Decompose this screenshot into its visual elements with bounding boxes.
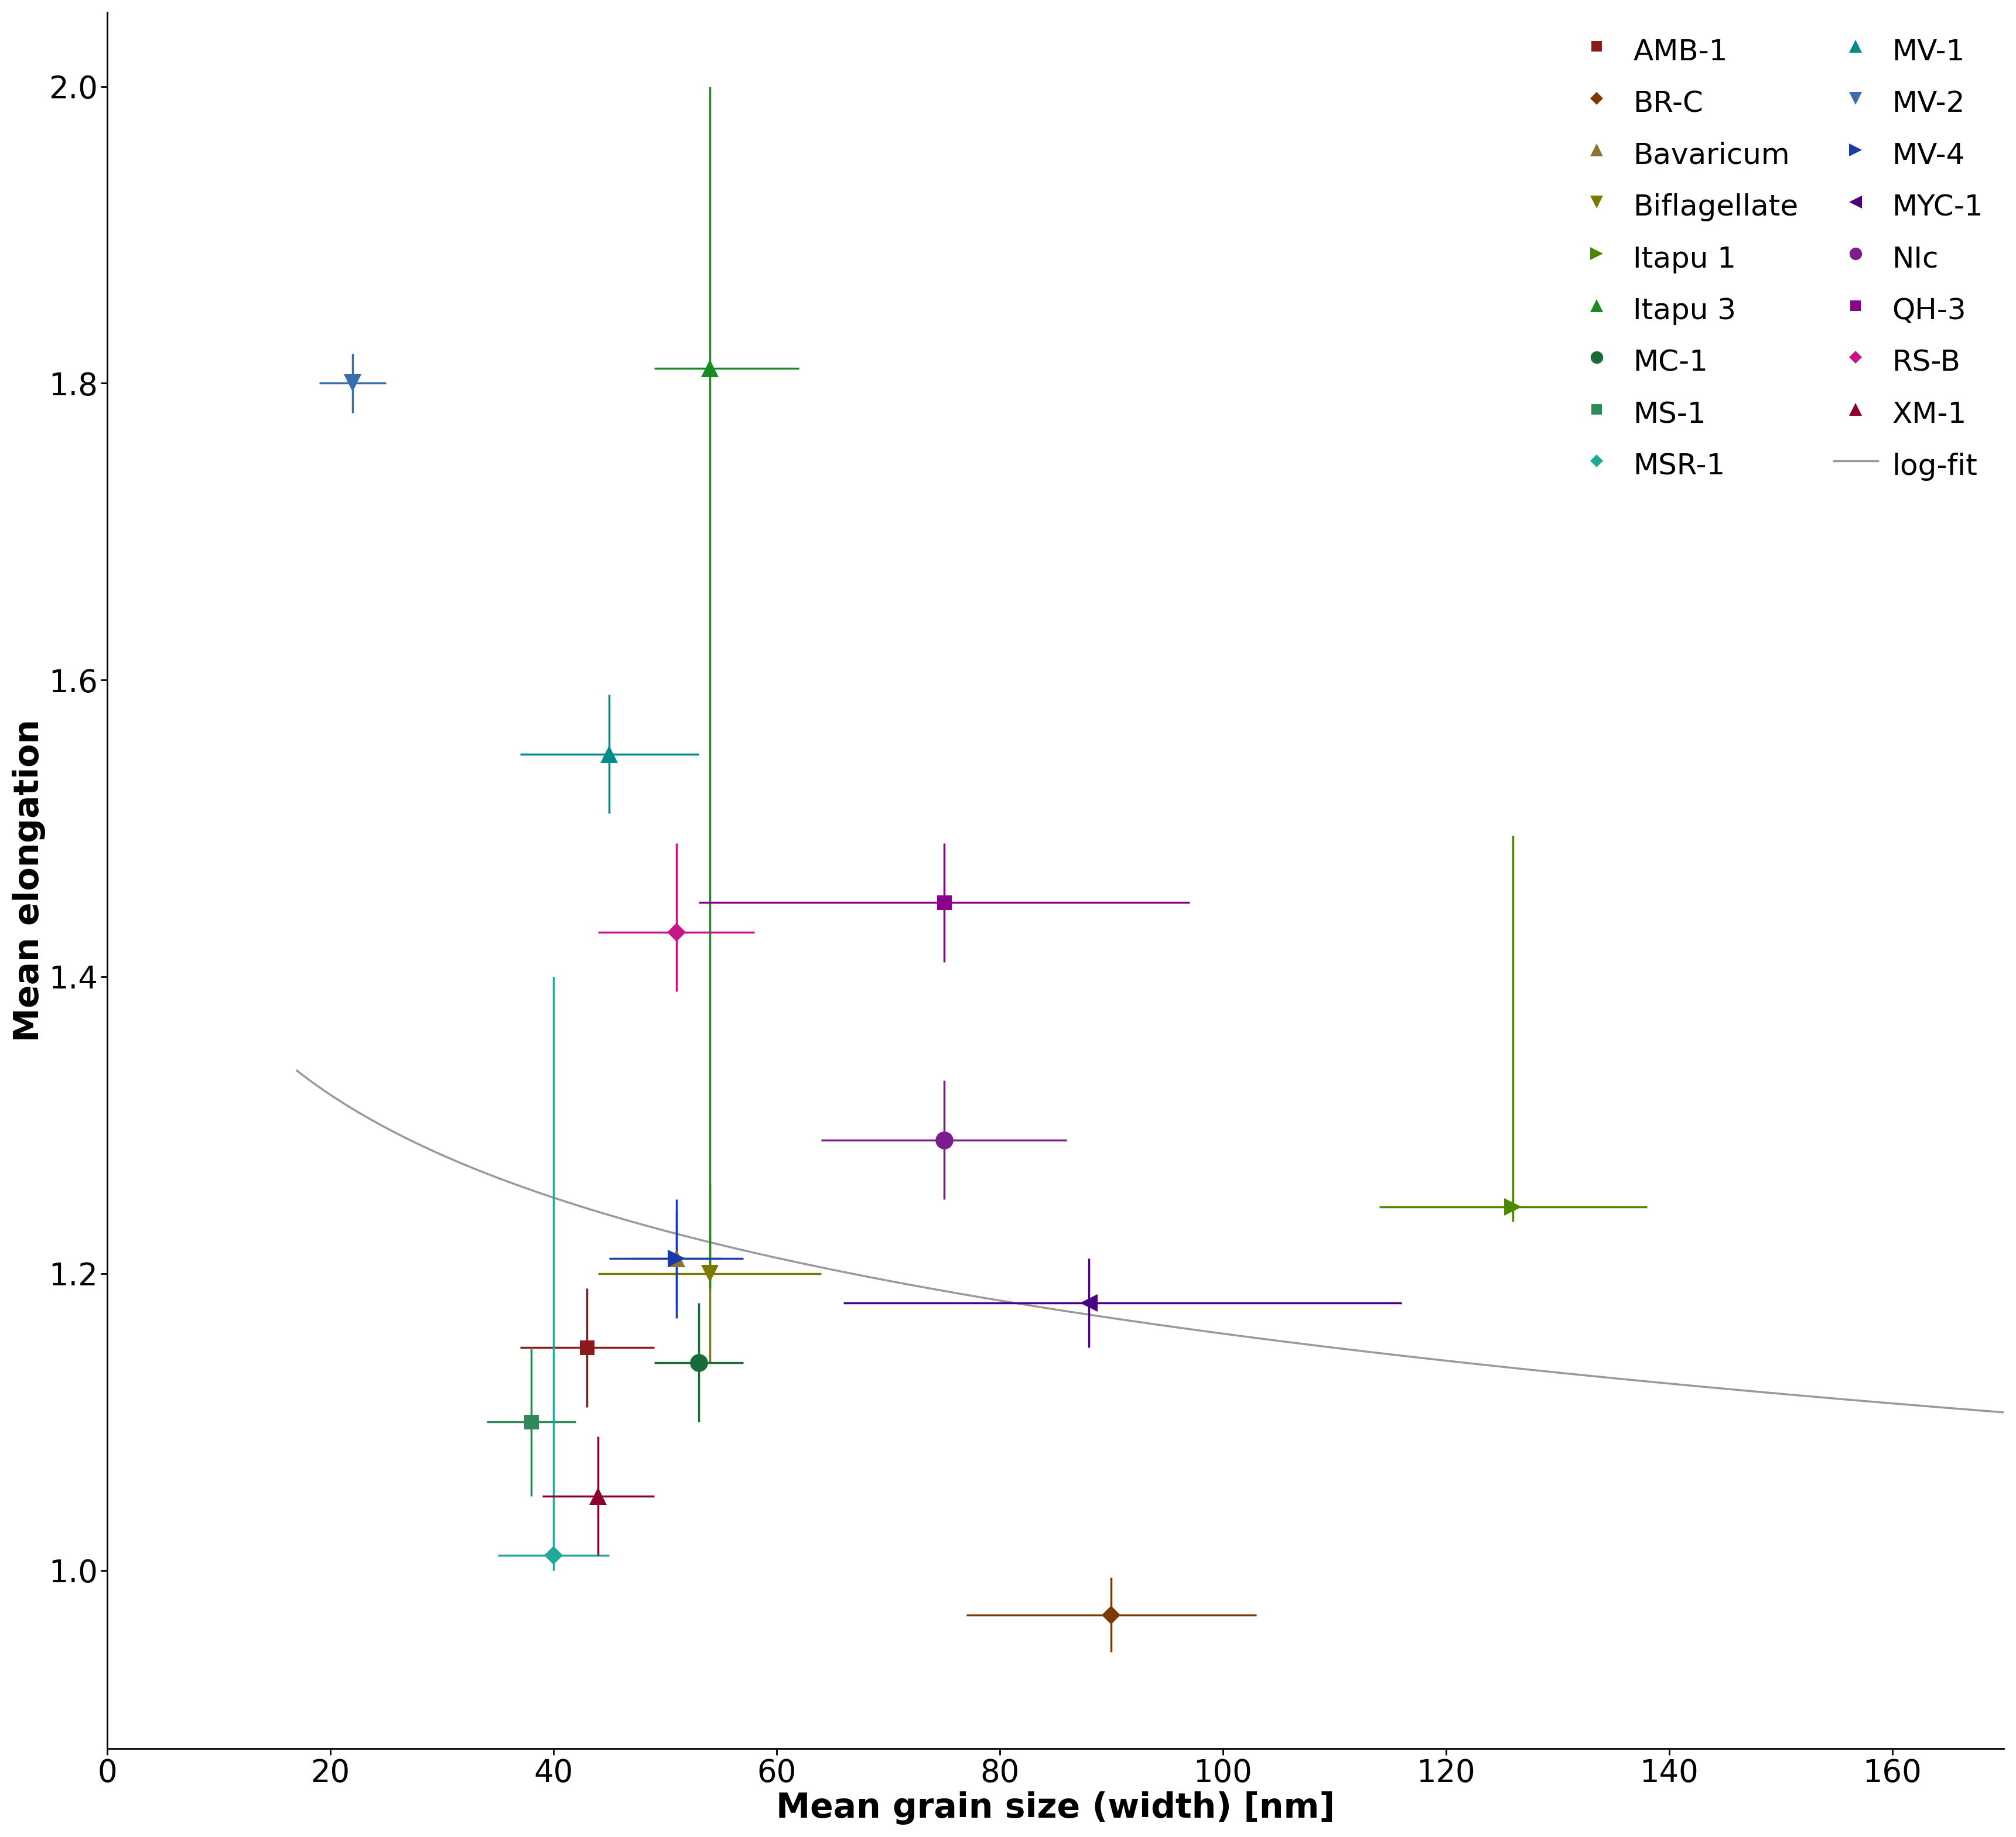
Legend: AMB-1, BR-C, Bavaricum, Biflagellate, Itapu 1, Itapu 3, MC-1, MS-1, MSR-1, MV-1,: AMB-1, BR-C, Bavaricum, Biflagellate, It… bbox=[1562, 20, 1996, 494]
Y-axis label: Mean elongation: Mean elongation bbox=[12, 718, 46, 1042]
X-axis label: Mean grain size (width) [nm]: Mean grain size (width) [nm] bbox=[776, 1791, 1335, 1824]
